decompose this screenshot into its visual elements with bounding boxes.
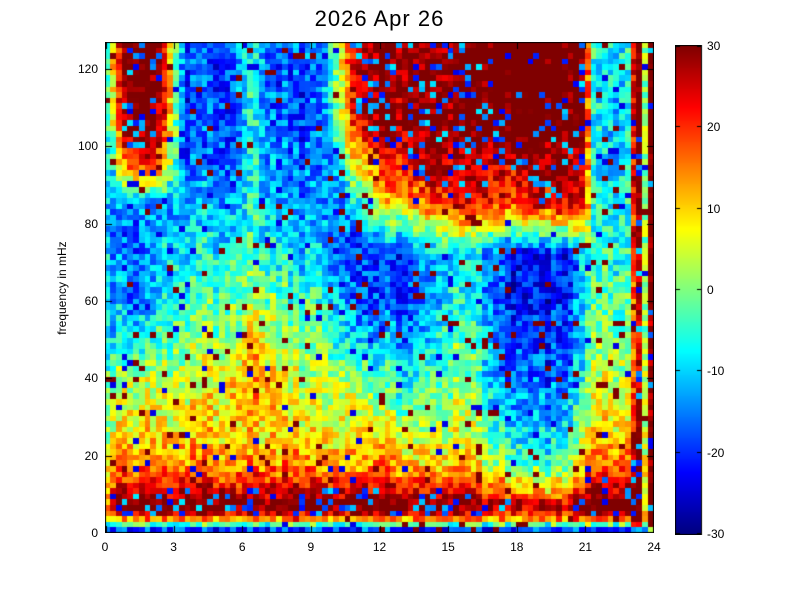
x-tick-label: 24 [647,540,661,554]
y-tick-label: 120 [77,62,98,77]
y-tick-label: 60 [84,294,98,309]
colorbar-tick-label: 30 [707,39,721,53]
colorbar-tick-label: -30 [707,527,725,541]
colorbar [675,45,703,535]
colorbar-tick-label: 10 [707,201,721,216]
x-tick-label: 9 [307,540,315,554]
y-axis-label: frequency in mHz [55,241,69,335]
y-tick-label: 80 [84,216,98,231]
colorbar-tick-label: -20 [707,445,725,460]
colorbar-tick-label: -10 [707,364,725,379]
x-tick-label: 15 [441,540,455,554]
x-tick-label: 21 [578,540,593,554]
colorbar-tick-label: 0 [707,283,714,297]
x-tick-label: 12 [372,540,387,554]
colorbar-tick-label: 20 [707,120,721,135]
y-tick-label: 40 [84,371,98,386]
x-tick-label: 3 [170,540,177,554]
x-tick-label: 18 [510,540,524,554]
x-tick-label: 6 [238,540,246,554]
y-tick-label: 20 [84,448,98,463]
spectrogram-heatmap [105,42,654,533]
chart-title: 2026 Apr 26 [314,6,445,31]
x-tick-label: 0 [101,540,109,554]
y-tick-label: 0 [91,526,98,540]
y-tick-label: 100 [77,139,98,154]
